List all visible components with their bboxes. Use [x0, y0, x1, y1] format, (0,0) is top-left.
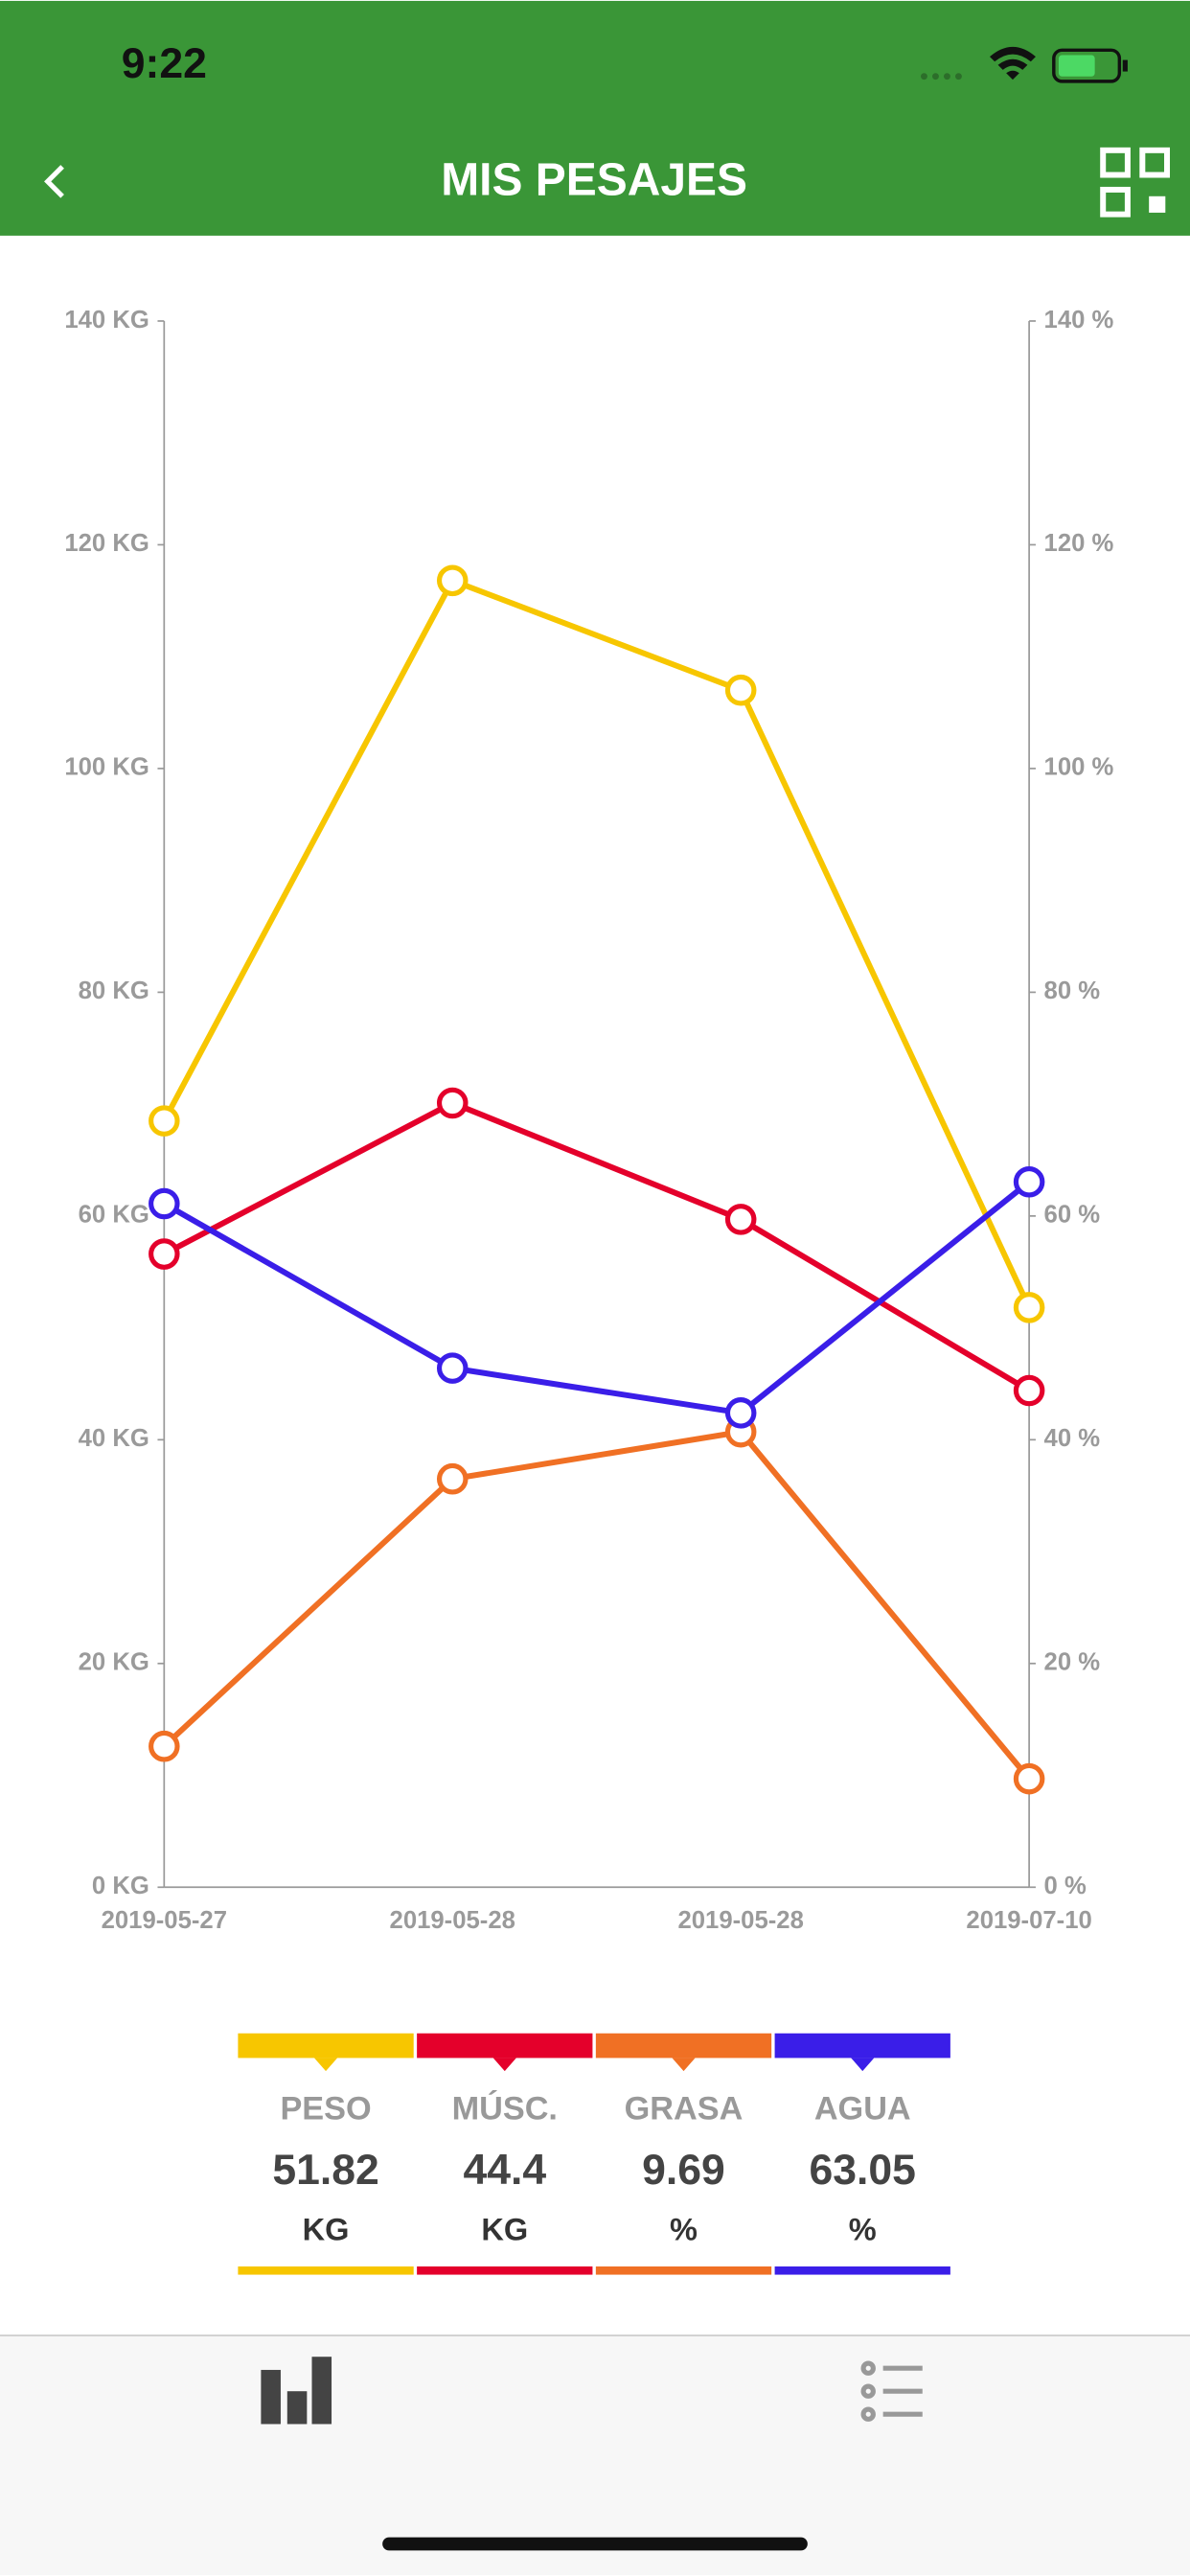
y-tick-label: 40 KG [79, 1425, 149, 1452]
legend-name: GRASA [625, 2090, 744, 2127]
data-point [1013, 1292, 1045, 1323]
data-point [436, 1462, 469, 1495]
y-tick-label: 60 KG [79, 1202, 149, 1229]
legend-value: 44.4 [463, 2147, 546, 2194]
header-title: MIS PESAJES [441, 155, 747, 206]
y2-tick-label: 0 % [1044, 1873, 1087, 1899]
legend-underline [417, 2266, 593, 2275]
legend-name: PESO [280, 2090, 371, 2127]
legend-unit: KG [303, 2213, 350, 2247]
y-tick-label: 120 KG [64, 530, 149, 557]
legend-bar [417, 2033, 593, 2058]
y2-tick-label: 80 % [1044, 978, 1101, 1004]
data-point [1013, 1165, 1045, 1198]
series-line [162, 1428, 1032, 1782]
legend-underline [595, 2266, 772, 2275]
y-tick-label: 100 KG [64, 754, 149, 781]
y2-tick-label: 60 % [1044, 1202, 1101, 1229]
y2-tick-label: 140 % [1044, 307, 1114, 334]
data-point [436, 1087, 469, 1119]
y2-tick-label: 100 % [1044, 754, 1114, 781]
legend-name: MÚSC. [452, 2088, 558, 2127]
legend-value: 63.05 [810, 2147, 916, 2194]
y2-tick-label: 20 % [1044, 1649, 1101, 1676]
data-point [724, 1204, 757, 1235]
x-tick-label: 2019-05-28 [677, 1907, 803, 1934]
legend-pointer [851, 2058, 875, 2072]
y-tick-label: 140 KG [64, 307, 149, 334]
legend-underline [774, 2266, 950, 2275]
x-tick-label: 2019-05-27 [102, 1907, 227, 1934]
tab-bar [0, 2334, 1190, 2576]
data-point [1013, 1374, 1045, 1407]
data-point [436, 564, 469, 597]
y-tick-label: 80 KG [79, 978, 149, 1004]
series-line [162, 1179, 1031, 1416]
data-point [149, 1730, 180, 1762]
chart-tab[interactable] [261, 2357, 332, 2425]
list-tab[interactable] [860, 2360, 923, 2422]
data-point [149, 1105, 180, 1137]
legend-unit: % [670, 2213, 698, 2247]
legend-bar [774, 2033, 950, 2058]
status-icons [921, 46, 1128, 83]
x-tick-label: 2019-05-28 [390, 1907, 515, 1934]
y-tick-label: 0 KG [92, 1873, 149, 1899]
legend-bar [238, 2033, 414, 2058]
y-tick-label: 20 KG [79, 1649, 149, 1676]
series-line [162, 1099, 1031, 1393]
y2-tick-label: 40 % [1044, 1425, 1101, 1452]
y2-tick-label: 120 % [1044, 530, 1114, 557]
home-indicator [382, 2537, 808, 2551]
series-line [161, 577, 1032, 1309]
legend-underline [238, 2266, 414, 2275]
data-point [436, 1352, 469, 1384]
legend-unit: % [849, 2213, 877, 2247]
legend-pointer [314, 2058, 338, 2072]
legend-pointer [672, 2058, 696, 2072]
back-button[interactable] [44, 165, 64, 198]
legend-name: AGUA [814, 2090, 911, 2127]
summary: PESO 51.82 KG MÚSC. 44.4 KG GRASA 9.69% AGUA 63.0… [238, 2033, 950, 2275]
data-point [149, 1238, 180, 1270]
chart: 0 KG 20 KG 40 KG 60 KG 80 KG 100 KG 120 KG 140 … [64, 307, 1113, 1934]
x-tick-label: 2019-07-10 [966, 1907, 1091, 1934]
qr-button[interactable] [1100, 147, 1171, 218]
data-point [724, 674, 757, 706]
header-bg [0, 0, 1190, 236]
legend-bar [595, 2033, 772, 2058]
legend-pointer [492, 2058, 516, 2072]
data-point [724, 1397, 757, 1429]
legend-value: 51.82 [272, 2147, 378, 2194]
legend-value: 9.69 [642, 2147, 725, 2194]
data-point [1013, 1762, 1045, 1795]
data-point [149, 1187, 180, 1220]
legend-unit: KG [481, 2213, 528, 2247]
status-time: 9:22 [122, 40, 207, 87]
